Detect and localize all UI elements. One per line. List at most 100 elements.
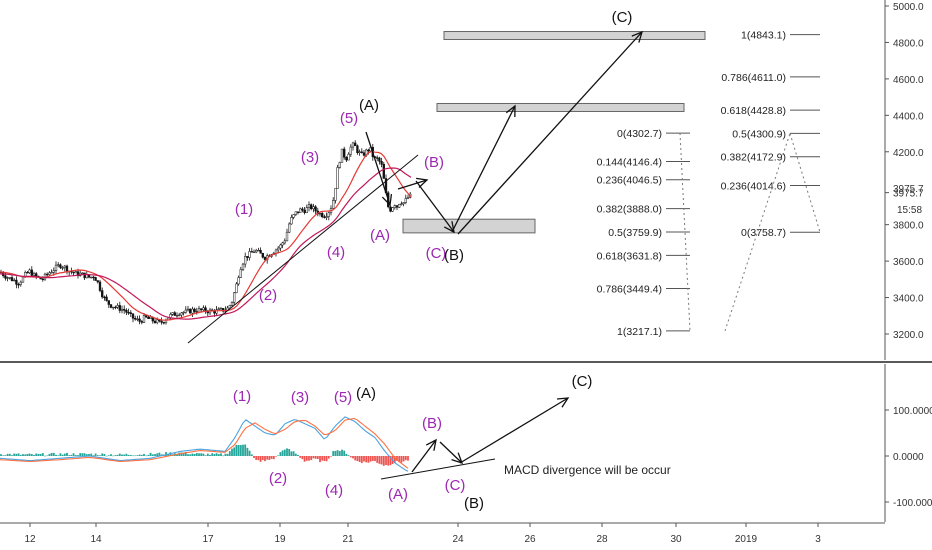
target-zone-2 (402, 218, 536, 234)
candle-body (301, 208, 304, 211)
macd-histogram-bar (6, 453, 9, 456)
candle-body (307, 204, 311, 208)
fib-right-label-3: 0.5(4300.9) (732, 128, 786, 140)
candle-body (325, 216, 328, 218)
fib-right-label-0: 1(4843.1) (741, 30, 786, 42)
candle-body (184, 309, 187, 313)
macd-wave-label-1: (2) (269, 470, 287, 487)
macd-histogram-bar (286, 448, 288, 456)
candle-body (274, 249, 278, 254)
price-wave-label-1: (2) (259, 287, 277, 304)
candle-body (92, 276, 95, 279)
macd-histogram-bar (310, 456, 313, 461)
fib-right-label-2: 0.618(4428.8) (721, 105, 786, 117)
macd-histogram-bar (112, 455, 115, 457)
candle-body (136, 318, 139, 320)
candle-body (296, 211, 300, 213)
candle-body (180, 312, 183, 316)
candle-body (103, 296, 106, 299)
candle-body (292, 214, 295, 218)
macd-histogram-bar (365, 456, 368, 463)
candle-body (250, 251, 253, 253)
candle-body (61, 267, 64, 269)
candle-body (182, 311, 185, 314)
macd-histogram-bar (217, 454, 220, 456)
price-wave-label-8: (C) (426, 245, 447, 262)
macd-histogram-bar (380, 456, 383, 465)
price-panel: 0(4302.7) 0.144(4146.4) 0.236(4046.5) 0.382… (0, 9, 821, 344)
price-wave-label-3: (4) (327, 244, 345, 261)
candle-body (347, 153, 350, 161)
arrow-c-down-shaft (415, 180, 455, 233)
macd-histogram-bar (378, 456, 381, 464)
macd-histogram-bar (402, 456, 405, 462)
arrow-a-down-head (381, 194, 393, 207)
candle-body (332, 200, 335, 209)
candle-body (76, 271, 80, 277)
candle-body (129, 312, 132, 314)
macd-histogram-bar (184, 451, 187, 456)
candle-body (186, 308, 190, 311)
macd-histogram-bar (138, 454, 141, 456)
time-tick-label-7: 28 (596, 534, 608, 545)
macd-histogram-bar (237, 444, 240, 456)
macd-histogram-bar (231, 448, 233, 456)
macd-histogram-bar (374, 456, 376, 462)
candle-body (389, 206, 392, 212)
candle-body (338, 162, 341, 168)
macd-histogram-bar (206, 453, 209, 456)
candle-body (340, 148, 344, 163)
macd-histogram-bar (272, 456, 275, 460)
fib-left-label-4: 0.5(3759.9) (608, 227, 662, 239)
candle-body (17, 284, 20, 286)
macd-histogram-bar (257, 456, 260, 461)
candle-body (35, 273, 38, 277)
candle-body (197, 308, 201, 313)
candle-body (145, 315, 148, 318)
candle-body (299, 208, 302, 213)
macd-histogram-bar (39, 453, 42, 456)
candle-body (327, 212, 330, 217)
macd-histogram-bar (246, 447, 249, 456)
macd-histogram-bar (145, 455, 148, 457)
macd-histogram-bar (299, 456, 302, 458)
macd-histogram-bar (33, 454, 35, 456)
candle-body (380, 161, 383, 165)
macd-arrow-b-up-head (425, 438, 437, 451)
time-tick-label-9: 2019 (735, 534, 758, 545)
candle-body (101, 290, 104, 298)
macd-histogram-bar (270, 456, 273, 459)
candle-body (321, 212, 324, 218)
candle-body (305, 207, 308, 213)
macd-histogram-bar (292, 451, 295, 456)
candle-body (349, 146, 352, 155)
macd-histogram-bar (264, 456, 266, 462)
macd-arrow-wave-up-head (556, 397, 570, 408)
macd-histogram-bar (343, 450, 346, 456)
macd-histogram-bar (44, 455, 46, 457)
candle-body (402, 202, 405, 205)
candle-body (134, 318, 137, 320)
macd-annotation: MACD divergence will be occur (504, 463, 671, 477)
time-tick-label-2: 17 (202, 534, 214, 545)
macd-histogram-bar (393, 456, 396, 464)
candle-body (4, 275, 7, 279)
macd-histogram-bar (37, 453, 40, 456)
candle-body (263, 257, 267, 261)
macd-histogram-bar (349, 456, 352, 458)
macd-wave-label-3: (4) (325, 482, 343, 499)
macd-histogram-bar (224, 453, 227, 456)
macd-wave-label-8: (C) (445, 477, 466, 494)
macd-histogram-bar (0, 454, 2, 456)
time-tick-label-10: 3 (815, 534, 821, 545)
candle-body (277, 247, 280, 251)
macd-histogram-bar (202, 453, 205, 456)
macd-histogram-bar (244, 444, 247, 456)
macd-histogram-bar (94, 453, 97, 456)
macd-histogram-bar (90, 453, 93, 456)
macd-histogram-bar (215, 453, 218, 456)
macd-histogram-bar (195, 453, 198, 456)
candle-body (57, 264, 60, 266)
macd-histogram-bar (389, 456, 392, 466)
fib-left-label-1: 0.144(4146.4) (597, 157, 662, 169)
